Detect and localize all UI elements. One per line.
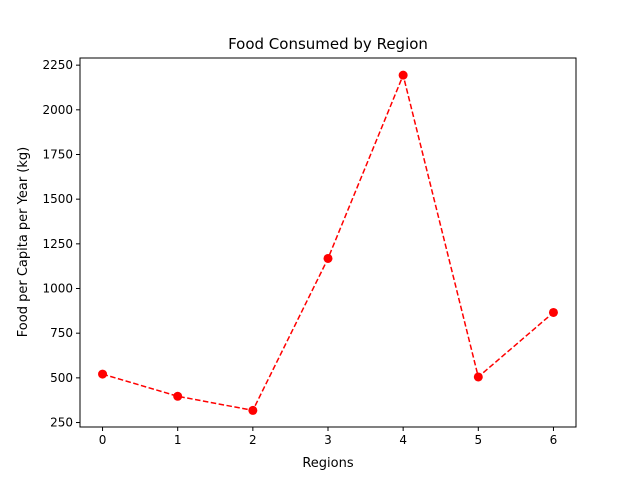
chart-title: Food Consumed by Region — [228, 35, 428, 53]
y-tick-label: 1500 — [42, 192, 73, 206]
y-axis-label: Food per Capita per Year (kg) — [16, 147, 31, 337]
data-point — [548, 307, 558, 317]
y-tick-label: 2000 — [42, 103, 73, 117]
plot-area — [79, 57, 577, 428]
x-tick-label: 2 — [249, 433, 257, 447]
x-tick-label: 1 — [174, 433, 182, 447]
x-tick-label: 5 — [474, 433, 482, 447]
x-tick-label: 0 — [99, 433, 107, 447]
data-point — [98, 369, 108, 379]
data-point — [323, 253, 333, 263]
data-point — [398, 70, 408, 80]
x-axis-label: Regions — [302, 456, 354, 471]
x-axis: 0 1 2 3 4 5 6 — [99, 427, 558, 447]
y-tick-label: 1250 — [42, 237, 73, 251]
data-point — [173, 391, 183, 401]
x-tick-label: 4 — [399, 433, 407, 447]
y-tick-label: 750 — [50, 326, 73, 340]
y-tick-label: 2250 — [42, 58, 73, 72]
data-point — [473, 372, 483, 382]
y-tick-label: 250 — [50, 416, 73, 430]
y-axis: 250 500 750 1000 1250 1500 1750 2000 2250 — [42, 58, 80, 430]
y-tick-label: 1000 — [42, 282, 73, 296]
y-tick-label: 500 — [50, 371, 73, 385]
data-series — [98, 70, 558, 415]
x-tick-label: 3 — [324, 433, 332, 447]
x-tick-label: 6 — [550, 433, 558, 447]
data-point — [248, 405, 258, 415]
y-tick-label: 1750 — [42, 147, 73, 161]
